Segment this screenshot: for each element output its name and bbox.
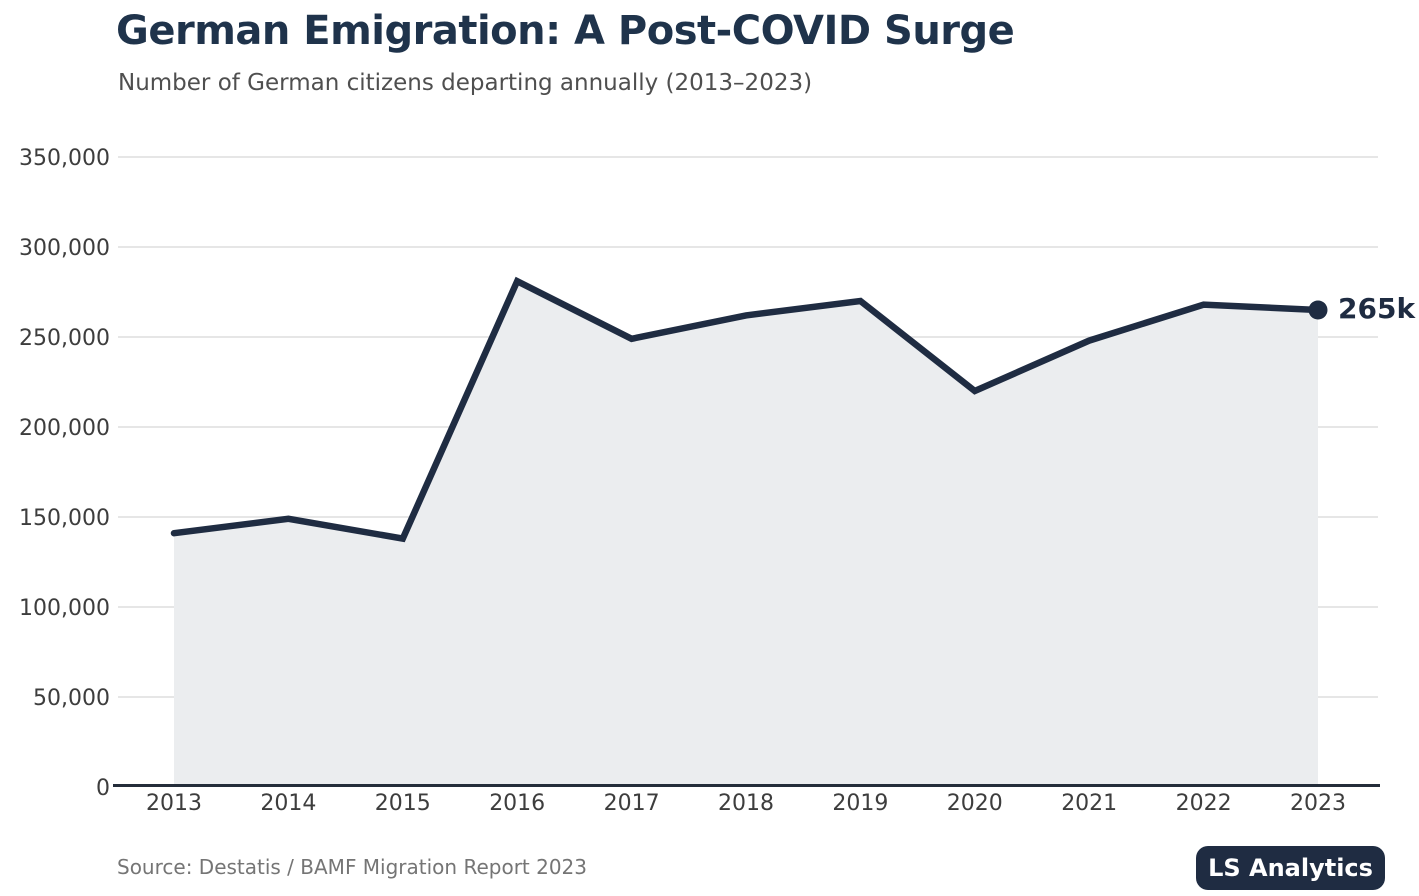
y-tick-label: 0 bbox=[96, 776, 110, 801]
y-tick-label: 250,000 bbox=[19, 326, 110, 351]
chart-subtitle: Number of German citizens departing annu… bbox=[118, 70, 813, 96]
end-marker-dot bbox=[1308, 300, 1328, 320]
brand-badge-label: LS Analytics bbox=[1208, 854, 1373, 882]
x-tick-label: 2015 bbox=[375, 791, 431, 816]
x-tick-label: 2013 bbox=[146, 791, 202, 816]
y-tick-label: 200,000 bbox=[19, 416, 110, 441]
y-tick-label: 350,000 bbox=[19, 146, 110, 171]
chart-title: German Emigration: A Post-COVID Surge bbox=[116, 8, 1015, 54]
x-tick-label: 2022 bbox=[1176, 791, 1232, 816]
x-tick-label: 2018 bbox=[718, 791, 774, 816]
x-tick-label: 2023 bbox=[1290, 791, 1346, 816]
y-tick-label: 300,000 bbox=[19, 236, 110, 261]
x-tick-label: 2017 bbox=[604, 791, 660, 816]
x-tick-label: 2020 bbox=[947, 791, 1003, 816]
source-note: Source: Destatis / BAMF Migration Report… bbox=[117, 855, 588, 879]
area-fill bbox=[174, 281, 1318, 787]
y-tick-label: 100,000 bbox=[19, 596, 110, 621]
x-tick-label: 2019 bbox=[832, 791, 888, 816]
trend-line bbox=[170, 276, 1322, 543]
chart-layer: 0 50,000 100,000 150,000 200,000 250,000 300,0… bbox=[19, 146, 1380, 816]
brand-badge: LS Analytics bbox=[1196, 846, 1385, 890]
y-tick-label: 150,000 bbox=[19, 506, 110, 531]
x-tick-label: 2014 bbox=[260, 791, 316, 816]
y-tick-label: 50,000 bbox=[33, 686, 110, 711]
x-tick-label: 2016 bbox=[489, 791, 545, 816]
end-value-label: 265k bbox=[1338, 292, 1416, 325]
x-tick-label: 2021 bbox=[1061, 791, 1117, 816]
